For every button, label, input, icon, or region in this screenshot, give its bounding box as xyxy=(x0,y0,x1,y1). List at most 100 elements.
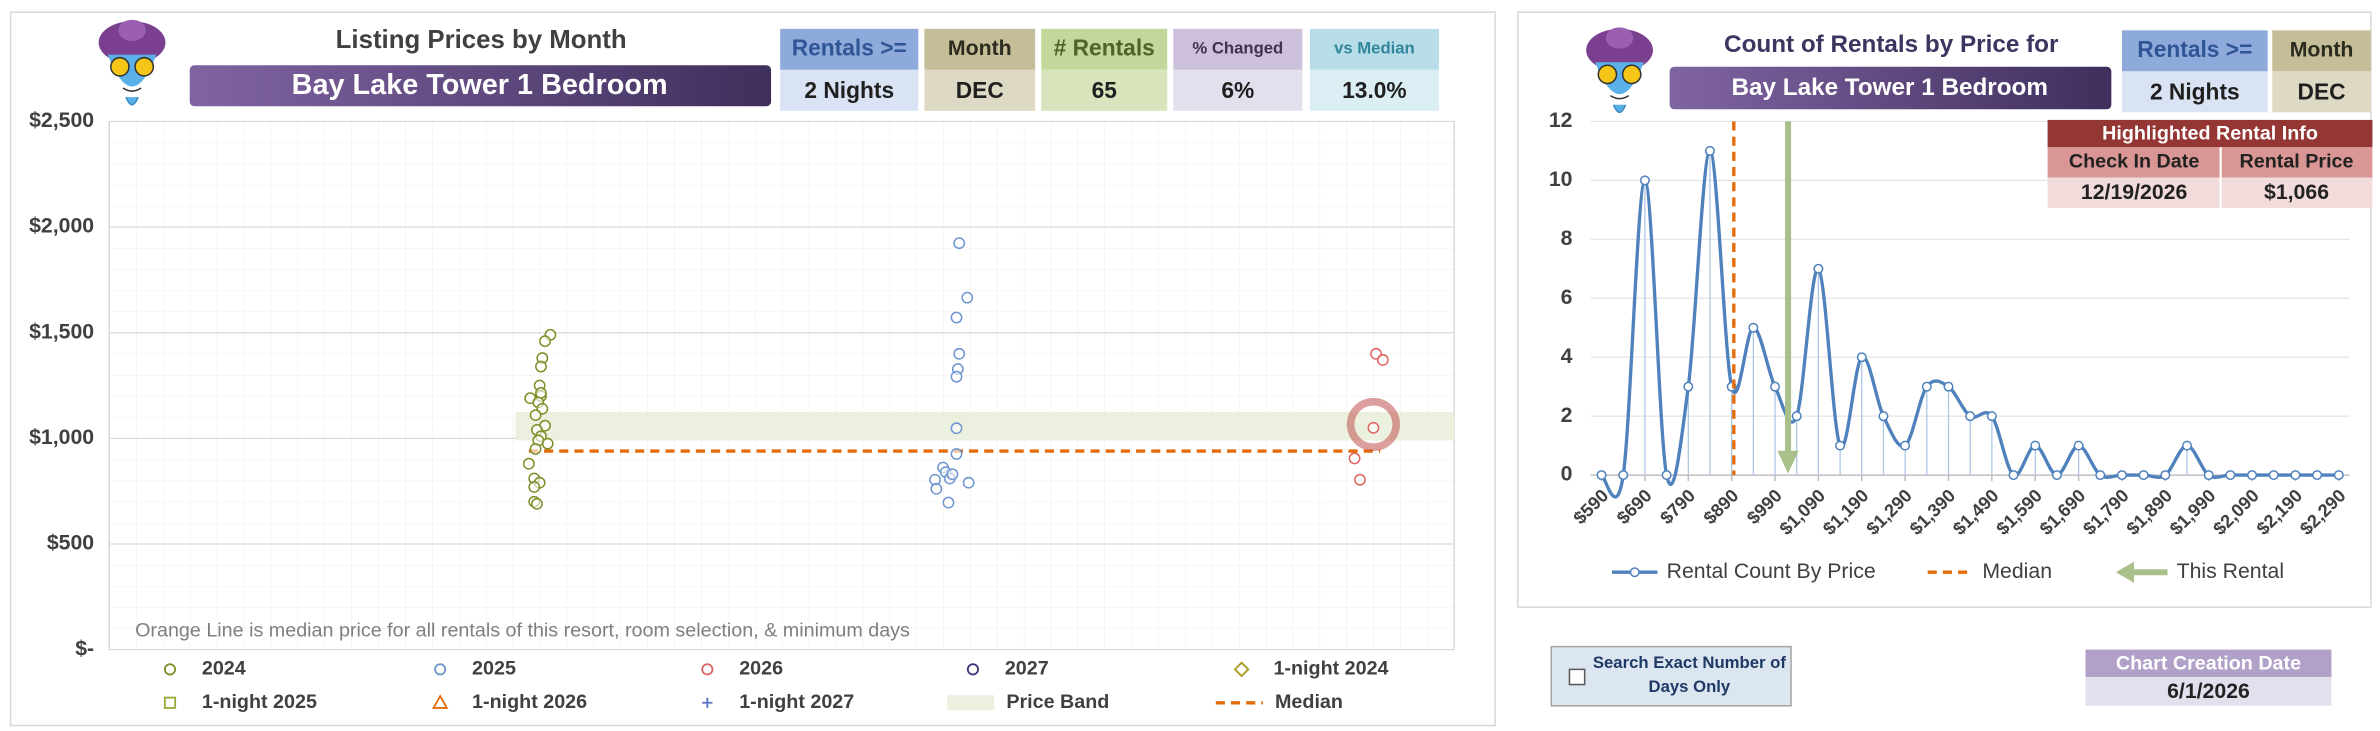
legend-marker xyxy=(431,694,449,709)
y-tick-label: 0 xyxy=(1561,462,1573,486)
point xyxy=(2116,470,2127,481)
legend-label: Median xyxy=(1982,559,2052,583)
point xyxy=(2008,470,2019,481)
y-tick-label: 10 xyxy=(1549,167,1573,191)
creation-header xyxy=(2085,649,2332,677)
point xyxy=(535,387,547,399)
y-tick-label: 4 xyxy=(1561,344,1573,368)
summary-value: 13.0% xyxy=(1342,77,1407,103)
checkbox-label[interactable]: Search Exact Number of Days Only xyxy=(1592,654,1786,697)
table-cell: 12/19/2026 xyxy=(2081,180,2188,204)
point xyxy=(1683,381,1694,392)
checkbox[interactable] xyxy=(1568,668,1586,686)
chart-title: Count of Rentals by Price for xyxy=(1724,31,2059,58)
summary-label: Rentals >= xyxy=(2137,36,2252,62)
point xyxy=(1376,354,1389,366)
summary-label: Month xyxy=(948,36,1012,60)
point xyxy=(1596,470,1607,481)
summary-label: Rentals >= xyxy=(792,34,907,60)
summary-value-box xyxy=(1173,69,1303,111)
chart-subtitle: Bay Lake Tower 1 Bedroom xyxy=(292,69,668,101)
point xyxy=(1661,470,1672,481)
point xyxy=(946,468,959,481)
summary-value-box xyxy=(780,69,919,111)
point xyxy=(950,370,963,383)
point xyxy=(1354,473,1366,486)
legend-marker xyxy=(701,663,714,676)
rental-arrow-head xyxy=(1777,450,1799,474)
table-header xyxy=(2047,119,2373,148)
summary-header xyxy=(1041,28,1168,70)
table-column: Check In Date xyxy=(2069,151,2199,173)
point xyxy=(2203,470,2214,481)
point xyxy=(522,457,535,470)
subtitle-bar xyxy=(189,65,772,107)
legend-label: Median xyxy=(1275,691,1343,713)
summary-header xyxy=(924,28,1036,70)
y-tick-label: 2 xyxy=(1561,403,1573,427)
point xyxy=(2030,440,2041,451)
summary-label: % Changed xyxy=(1192,39,1283,58)
summary-value-box xyxy=(1041,69,1168,111)
point xyxy=(539,335,551,348)
point xyxy=(1704,145,1715,156)
point xyxy=(1878,411,1889,422)
summary-label: Month xyxy=(2290,37,2354,61)
point xyxy=(950,448,963,460)
point xyxy=(1921,381,1932,392)
summary-header xyxy=(1309,28,1439,70)
point xyxy=(2290,470,2301,481)
point xyxy=(2268,470,2279,481)
summary-header xyxy=(2272,30,2371,72)
table-row xyxy=(2047,177,2373,208)
point xyxy=(953,237,966,250)
y-tick-label: $500 xyxy=(47,531,94,555)
y-tick-label: $1,000 xyxy=(29,425,94,449)
legend-label: 1-night 2026 xyxy=(472,691,587,713)
summary-value-box xyxy=(924,69,1036,111)
legend-swatch xyxy=(947,695,995,711)
summary-value: DEC xyxy=(2298,78,2346,104)
point xyxy=(2312,470,2323,481)
summary-value: 2 Nights xyxy=(2150,78,2240,104)
point xyxy=(962,476,975,489)
point xyxy=(1943,381,1954,392)
point xyxy=(2182,440,2193,451)
legend-label: 1-night 2027 xyxy=(739,691,854,713)
point xyxy=(2225,470,2236,481)
summary-value: 2 Nights xyxy=(804,77,894,103)
point xyxy=(1986,411,1997,422)
legend-label: 2026 xyxy=(739,658,783,680)
y-tick-label: 6 xyxy=(1561,285,1573,309)
point xyxy=(528,481,541,493)
legend-marker xyxy=(163,696,177,709)
legend-marker xyxy=(434,663,447,676)
point xyxy=(1367,421,1380,434)
y-tick-label: $2,500 xyxy=(29,108,94,132)
creation-value-box xyxy=(2085,676,2332,706)
point xyxy=(1965,411,1976,422)
point xyxy=(2160,470,2171,481)
y-tick-label: 8 xyxy=(1561,226,1573,250)
point xyxy=(1835,440,1846,451)
point xyxy=(2247,470,2258,481)
point xyxy=(942,496,955,509)
point xyxy=(1856,352,1867,363)
table-column: Rental Price xyxy=(2240,151,2354,173)
point xyxy=(953,347,966,360)
y-tick-label: $1,500 xyxy=(29,319,94,343)
table-columns xyxy=(2047,147,2373,178)
legend-label: 1-night 2025 xyxy=(202,691,317,713)
checkbox-label-box: Search Exact Number of Days Only xyxy=(1592,654,1786,697)
point xyxy=(961,291,974,304)
legend-label: 2025 xyxy=(472,658,516,680)
summary-label: # Rentals xyxy=(1054,34,1155,60)
y-tick-label: $- xyxy=(75,636,94,660)
y-tick-label: 12 xyxy=(1549,108,1573,132)
point xyxy=(1618,470,1629,481)
subtitle-bar xyxy=(1669,66,2112,110)
point xyxy=(950,311,963,324)
creation-value: 6/1/2026 xyxy=(2167,679,2250,703)
